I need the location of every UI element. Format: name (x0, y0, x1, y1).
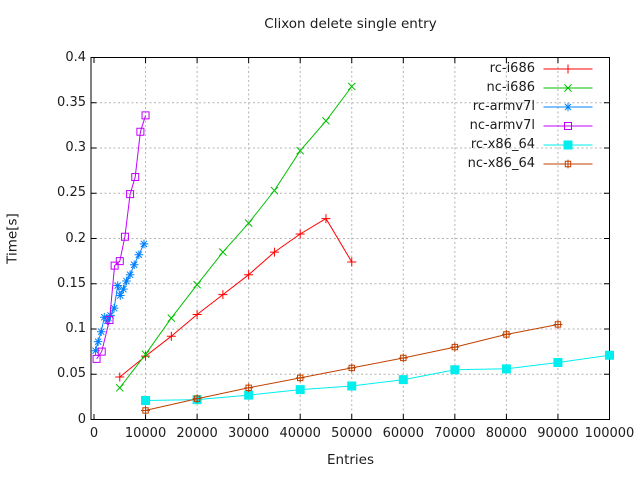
series-rc-i686-line (119, 217, 353, 378)
x-axis-title: Entries (326, 452, 375, 468)
series-nc-armv7l-markers (92, 111, 150, 363)
legend-label-nc-x86_64: nc-x86_64 (467, 156, 535, 171)
x-tick-label-50000: 50000 (331, 426, 373, 441)
legend-sample-nc-x86_64 (543, 159, 593, 169)
x-tick-label-0: 0 (89, 426, 99, 441)
series-nc-i686 (115, 82, 356, 392)
y-tick-label-0.2: 0.2 (65, 230, 86, 246)
legend-sample-rc-x86_64 (543, 140, 593, 150)
legend-label-rc-armv7l: rc-armv7l (472, 99, 535, 114)
y-tick-label-0.35: 0.35 (57, 94, 86, 110)
series-nc-i686-markers (115, 82, 356, 392)
x-tick-label-40000: 40000 (279, 426, 321, 441)
legend-label-nc-i686: nc-i686 (486, 80, 535, 95)
legend-label-nc-armv7l: nc-armv7l (469, 118, 535, 133)
x-tick-label-80000: 80000 (485, 426, 528, 441)
series-rc-armv7l (91, 239, 149, 356)
x-tick-label-10000: 10000 (124, 426, 167, 441)
series-rc-x86_64-markers (141, 350, 614, 405)
x-tick-label-70000: 70000 (434, 426, 476, 441)
x-tick-label-20000: 20000 (176, 426, 218, 441)
y-tick-label-0.3: 0.3 (65, 140, 86, 155)
legend-sample-rc-armv7l (543, 102, 593, 112)
y-tick-label-0.15: 0.15 (57, 275, 86, 291)
y-tick-label-0.4: 0.4 (65, 49, 86, 65)
y-tick-label-0.1: 0.1 (65, 321, 86, 336)
legend-sample-rc-i686 (543, 64, 593, 74)
series-rc-i686 (115, 214, 357, 382)
x-tick-label-90000: 90000 (537, 426, 579, 441)
series-nc-armv7l (92, 111, 150, 363)
legend-label-rc-x86_64: rc-x86_64 (470, 137, 535, 152)
x-tick-label-60000: 60000 (382, 426, 424, 441)
legend-samples (543, 64, 593, 169)
series-rc-x86_64 (141, 350, 614, 405)
y-tick-label-0: 0 (77, 411, 86, 427)
legend-label-rc-i686: rc-i686 (489, 61, 535, 76)
series-rc-armv7l-markers (91, 239, 149, 356)
y-tick-label-0.25: 0.25 (57, 185, 86, 201)
series-rc-x86_64-line (145, 354, 610, 401)
axis-ticks (91, 57, 610, 420)
series-nc-armv7l-line (96, 115, 147, 360)
x-tick-label-30000: 30000 (227, 426, 270, 441)
y-tick-label-0.05: 0.05 (57, 366, 86, 382)
x-tick-label-100000: 100000 (584, 426, 635, 441)
series-nc-x86_64 (141, 320, 563, 415)
gridlines (91, 57, 610, 420)
series-rc-i686-markers (115, 214, 357, 382)
chart-title: Clixon delete single entry (264, 16, 437, 32)
legend-sample-nc-i686 (543, 84, 593, 92)
series-nc-i686-line (119, 86, 353, 389)
series-nc-x86_64-markers (141, 320, 563, 415)
legend-sample-nc-armv7l (543, 122, 593, 130)
